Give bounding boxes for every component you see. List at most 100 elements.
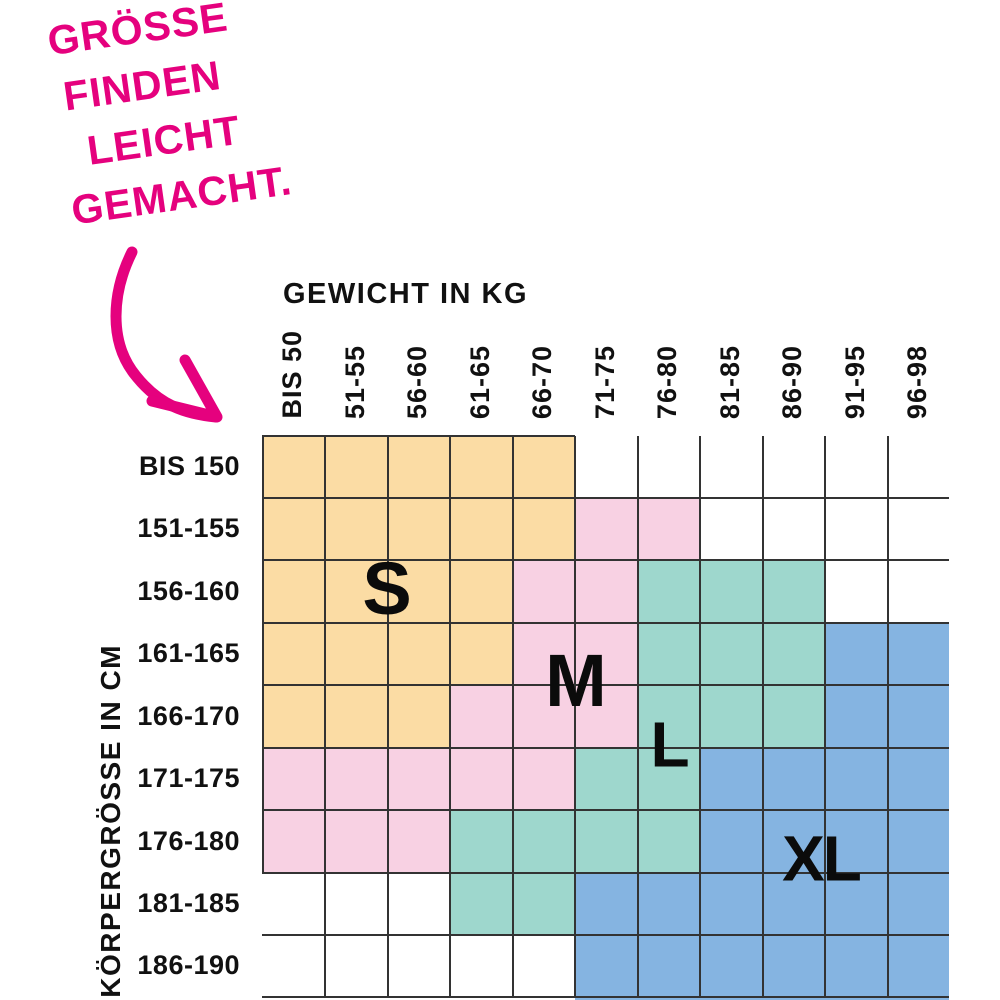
grid-cell bbox=[262, 560, 325, 623]
grid-cell bbox=[325, 435, 388, 498]
grid-cell-partial bbox=[825, 997, 888, 1000]
grid-cell bbox=[763, 873, 825, 935]
height-tick-label: BIS 150 bbox=[138, 450, 240, 481]
grid-cell bbox=[325, 748, 388, 810]
weight-tick-label: 76-80 bbox=[652, 344, 682, 419]
grid-cell bbox=[450, 498, 513, 560]
grid-cell bbox=[450, 810, 513, 873]
grid-cell bbox=[888, 748, 949, 810]
grid-cell bbox=[513, 435, 575, 498]
grid-cell bbox=[513, 498, 575, 560]
grid-cell bbox=[888, 685, 949, 748]
weight-tick-label: BIS 50 bbox=[276, 330, 307, 419]
grid-cell bbox=[325, 623, 388, 685]
grid-cell bbox=[325, 685, 388, 748]
height-tick-label: 176-180 bbox=[137, 825, 240, 856]
grid-cell bbox=[825, 685, 888, 748]
size-region-label: L bbox=[650, 708, 690, 781]
grid-cell bbox=[388, 685, 450, 748]
grid-cell bbox=[888, 810, 949, 873]
grid-cell bbox=[325, 810, 388, 873]
grid-cell bbox=[262, 498, 325, 560]
grid-cell bbox=[325, 560, 388, 623]
grid-cell-partial bbox=[888, 997, 949, 1000]
grid-cell bbox=[388, 623, 450, 685]
grid-cell bbox=[700, 560, 763, 623]
grid-cell bbox=[638, 560, 700, 623]
weight-tick-label: 56-60 bbox=[402, 344, 432, 419]
grid-cell bbox=[825, 873, 888, 935]
grid-cell bbox=[575, 623, 638, 685]
grid-cell bbox=[763, 623, 825, 685]
grid-cell bbox=[763, 935, 825, 997]
grid-cell bbox=[513, 810, 575, 873]
grid-cell bbox=[763, 685, 825, 748]
grid-cell bbox=[888, 935, 949, 997]
grid-cell-partial bbox=[763, 997, 825, 1000]
grid-cell-partial bbox=[638, 997, 700, 1000]
grid-cell bbox=[450, 748, 513, 810]
annotation-headline: GRÖSSE FINDEN LEICHT GEMACHT. bbox=[42, 0, 296, 240]
height-tick-label: 186-190 bbox=[137, 950, 240, 980]
size-region-label: XL bbox=[782, 822, 862, 895]
grid-cell bbox=[513, 560, 575, 623]
grid-cell-partial bbox=[575, 997, 638, 1000]
grid-cell bbox=[450, 685, 513, 748]
grid-cell bbox=[763, 560, 825, 623]
height-tick-label: 166-170 bbox=[137, 700, 240, 731]
grid-cell bbox=[388, 748, 450, 810]
grid-cell bbox=[700, 873, 763, 935]
grid-cell bbox=[763, 748, 825, 810]
weight-axis-title: GEWICHT IN KG bbox=[283, 278, 529, 310]
weight-tick-label: 61-65 bbox=[464, 344, 495, 419]
grid-cell bbox=[825, 623, 888, 685]
grid-cell bbox=[700, 623, 763, 685]
grid-cell bbox=[700, 810, 763, 873]
grid-cell bbox=[575, 685, 638, 748]
weight-tick-label: 71-75 bbox=[589, 344, 620, 419]
grid-cell bbox=[700, 685, 763, 748]
grid-cell bbox=[575, 748, 638, 810]
grid-cell bbox=[888, 623, 949, 685]
grid-cell bbox=[513, 873, 575, 935]
height-tick-label: 181-185 bbox=[137, 888, 240, 918]
grid-cell bbox=[763, 810, 825, 873]
grid-cell bbox=[450, 435, 513, 498]
size-region-label: M bbox=[545, 639, 607, 723]
height-tick-label: 161-165 bbox=[137, 638, 240, 668]
weight-tick-label: 81-85 bbox=[714, 344, 745, 419]
grid-cell bbox=[888, 873, 949, 935]
grid-cell-partial bbox=[700, 997, 763, 1000]
height-tick-label: 156-160 bbox=[137, 575, 240, 606]
grid-cell bbox=[513, 748, 575, 810]
grid-cell bbox=[700, 748, 763, 810]
grid-cell bbox=[638, 810, 700, 873]
grid-cell bbox=[450, 873, 513, 935]
grid-cell bbox=[262, 623, 325, 685]
grid-cell bbox=[388, 560, 450, 623]
height-tick-label: 151-155 bbox=[137, 513, 240, 543]
grid-cell bbox=[575, 498, 638, 560]
grid-cell bbox=[262, 435, 325, 498]
grid-cell bbox=[450, 560, 513, 623]
grid-cell bbox=[575, 810, 638, 873]
weight-tick-label: 51-55 bbox=[339, 344, 370, 419]
grid-cell bbox=[325, 498, 388, 560]
grid-cell bbox=[575, 873, 638, 935]
grid-cell bbox=[638, 498, 700, 560]
weight-tick-label: 96-98 bbox=[901, 344, 932, 419]
height-axis-title: KÖRPERGRÖSSE IN CM bbox=[95, 644, 126, 998]
height-tick-label: 171-175 bbox=[137, 763, 240, 793]
grid-cell bbox=[638, 935, 700, 997]
grid-cell bbox=[388, 435, 450, 498]
grid-cell bbox=[825, 935, 888, 997]
grid-cell bbox=[575, 935, 638, 997]
grid-cell bbox=[638, 623, 700, 685]
weight-tick-label: 66-70 bbox=[527, 344, 557, 419]
grid-cell bbox=[638, 685, 700, 748]
grid-cell bbox=[575, 560, 638, 623]
grid-cell bbox=[262, 810, 325, 873]
grid-cell bbox=[262, 685, 325, 748]
grid-cell bbox=[513, 623, 575, 685]
